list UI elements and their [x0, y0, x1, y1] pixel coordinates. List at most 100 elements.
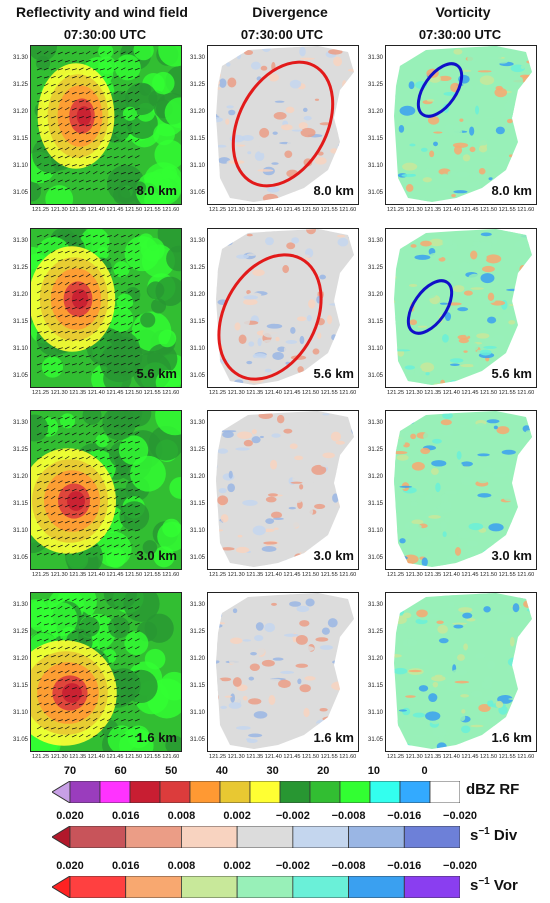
- colorbar-extend-arrow: [52, 876, 71, 898]
- y-tick-label: 31.25: [189, 265, 205, 271]
- x-tick-label: 121.45: [461, 390, 479, 396]
- x-tick-label: 121.60: [517, 207, 535, 213]
- y-tick-label: 31.10: [189, 163, 205, 169]
- x-tick-label: 121.45: [283, 754, 301, 760]
- x-tick-label: 121.60: [162, 754, 180, 760]
- altitude-label: 5.6 km: [313, 366, 354, 381]
- colorbar-tick-label: 30: [266, 765, 279, 777]
- y-tick-label: 31.30: [367, 238, 383, 244]
- colorbar-segment: [129, 781, 161, 803]
- colorbar-vor: [52, 876, 460, 898]
- x-tick-label: 121.60: [162, 390, 180, 396]
- x-tick-label: 121.35: [69, 572, 87, 578]
- x-tick-label: 121.45: [106, 390, 124, 396]
- colorbar-tick-label: −0.008: [331, 810, 366, 822]
- divergence-highlight-ellipse: [231, 60, 335, 188]
- y-tick-label: 31.20: [189, 109, 205, 115]
- x-tick-label: 121.40: [87, 754, 105, 760]
- x-tick-label: 121.35: [424, 754, 442, 760]
- y-tick-label: 31.05: [367, 373, 383, 379]
- y-tick-label: 31.25: [189, 629, 205, 635]
- colorbar-tick-label: −0.020: [443, 810, 477, 822]
- x-tick-label: 121.30: [405, 207, 423, 213]
- altitude-label: 8.0 km: [313, 183, 354, 198]
- y-tick-label: 31.15: [12, 683, 28, 689]
- colorbar-extend-arrow: [52, 826, 71, 848]
- y-tick-label: 31.25: [189, 82, 205, 88]
- x-tick-label: 121.40: [87, 572, 105, 578]
- x-tick-label: 121.40: [87, 207, 105, 213]
- x-tick-label: 121.35: [69, 390, 87, 396]
- x-tick-label: 121.35: [424, 390, 442, 396]
- altitude-label: 5.6 km: [136, 366, 177, 381]
- x-tick-label: 121.55: [320, 207, 338, 213]
- colorbar-segment: [69, 826, 127, 848]
- colorbar-segment: [403, 876, 460, 898]
- x-tick-label: 121.25: [209, 572, 227, 578]
- x-tick-label: 121.50: [480, 390, 498, 396]
- y-tick-label: 31.15: [367, 319, 383, 325]
- y-tick-label: 31.10: [12, 710, 28, 716]
- x-tick-label: 121.40: [442, 390, 460, 396]
- y-tick-label: 31.15: [12, 136, 28, 142]
- x-tick-label: 121.25: [209, 390, 227, 396]
- x-tick-label: 121.25: [209, 207, 227, 213]
- div-unit-label: s−1 Div: [470, 826, 518, 844]
- y-tick-label: 31.30: [12, 238, 28, 244]
- colorbar-rf: [52, 781, 460, 803]
- x-tick-label: 121.25: [32, 207, 50, 213]
- colorbar-div: [52, 826, 460, 848]
- header-divergence: Divergence: [252, 4, 328, 20]
- colorbar-tick-label: 10: [367, 765, 381, 777]
- vor-unit-label: s−1 Vor: [470, 876, 518, 894]
- colorbar-tick-label: 40: [215, 765, 229, 777]
- x-tick-label: 121.25: [387, 207, 405, 213]
- colorbar-tick-label: −0.002: [275, 860, 310, 872]
- x-tick-label: 121.55: [498, 390, 516, 396]
- y-tick-label: 31.15: [189, 501, 205, 507]
- rf-unit-label: dBZ RF: [466, 781, 520, 798]
- y-tick-label: 31.10: [367, 710, 383, 716]
- x-tick-label: 121.55: [143, 390, 161, 396]
- x-tick-label: 121.30: [227, 207, 245, 213]
- y-tick-label: 31.20: [12, 474, 28, 480]
- y-tick-label: 31.10: [189, 346, 205, 352]
- y-tick-label: 31.30: [12, 420, 28, 426]
- header-vorticity: Vorticity: [435, 4, 491, 20]
- colorbar-tick-label: −0.008: [331, 860, 366, 872]
- x-tick-label: 121.55: [320, 754, 338, 760]
- x-tick-label: 121.50: [480, 754, 498, 760]
- colorbar-tick-label: 50: [165, 765, 178, 777]
- y-tick-label: 31.25: [189, 447, 205, 453]
- y-tick-label: 31.05: [12, 555, 28, 561]
- y-tick-label: 31.30: [189, 420, 205, 426]
- y-tick-label: 31.20: [367, 292, 383, 298]
- x-tick-label: 121.25: [209, 754, 227, 760]
- colorbar-tick-label: 70: [63, 765, 77, 777]
- y-tick-label: 31.10: [189, 710, 205, 716]
- x-tick-label: 121.50: [302, 390, 320, 396]
- x-tick-label: 121.45: [461, 754, 479, 760]
- y-tick-label: 31.30: [12, 602, 28, 608]
- panel-div-row2: 5.6 km: [207, 228, 359, 388]
- x-tick-label: 121.30: [50, 572, 68, 578]
- y-tick-label: 31.10: [189, 528, 205, 534]
- x-tick-label: 121.35: [424, 207, 442, 213]
- colorbar-segment: [69, 876, 127, 898]
- panel-rf-row1: 8.0 km: [30, 45, 182, 205]
- x-tick-label: 121.50: [480, 207, 498, 213]
- x-tick-label: 121.60: [517, 754, 535, 760]
- colorbar-segment: [292, 826, 349, 848]
- x-tick-label: 121.60: [517, 390, 535, 396]
- panel-vor-row1: 8.0 km: [385, 45, 537, 205]
- y-tick-label: 31.25: [367, 447, 383, 453]
- colorbar-tick-label: 0.020: [56, 860, 84, 872]
- vorticity-highlight-ellipse: [416, 62, 464, 118]
- y-tick-label: 31.05: [367, 555, 383, 561]
- x-tick-label: 121.25: [32, 754, 50, 760]
- x-tick-label: 121.55: [320, 572, 338, 578]
- y-tick-label: 31.20: [12, 656, 28, 662]
- y-tick-label: 31.05: [12, 373, 28, 379]
- x-tick-label: 121.35: [424, 572, 442, 578]
- x-tick-label: 121.60: [339, 572, 357, 578]
